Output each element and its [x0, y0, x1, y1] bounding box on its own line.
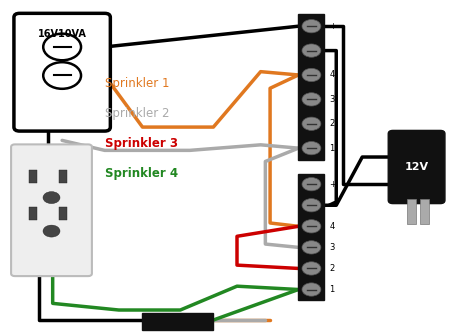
Text: Sprinkler 2: Sprinkler 2: [105, 107, 169, 120]
Text: +: +: [329, 22, 336, 31]
Circle shape: [302, 241, 321, 254]
Bar: [299, 174, 324, 300]
Text: +: +: [329, 180, 336, 189]
Bar: [299, 14, 324, 160]
Bar: [29, 207, 37, 220]
FancyBboxPatch shape: [388, 130, 445, 204]
Bar: [143, 313, 213, 330]
Text: 3: 3: [329, 243, 335, 252]
Bar: [59, 207, 67, 220]
Circle shape: [302, 283, 321, 296]
Circle shape: [302, 44, 321, 57]
Circle shape: [302, 199, 321, 212]
Circle shape: [302, 117, 321, 130]
Circle shape: [302, 178, 321, 191]
Text: Sprinkler 1: Sprinkler 1: [105, 77, 169, 91]
Bar: [29, 170, 37, 183]
FancyBboxPatch shape: [11, 144, 92, 276]
Circle shape: [43, 192, 60, 204]
Text: 2: 2: [329, 119, 335, 128]
Circle shape: [43, 225, 60, 237]
Bar: [420, 199, 429, 223]
Text: 16V10VA: 16V10VA: [38, 29, 87, 39]
Circle shape: [302, 20, 321, 33]
Text: 3: 3: [329, 95, 335, 104]
Text: 2: 2: [329, 264, 335, 273]
Circle shape: [43, 34, 81, 60]
Bar: [59, 170, 67, 183]
Text: 4: 4: [329, 222, 335, 231]
Bar: [407, 199, 416, 223]
Text: 1: 1: [329, 144, 335, 153]
Circle shape: [302, 93, 321, 106]
Text: -: -: [329, 46, 332, 55]
Text: Sprinkler 4: Sprinkler 4: [105, 167, 178, 180]
Text: 1: 1: [329, 285, 335, 294]
Circle shape: [302, 142, 321, 155]
Circle shape: [302, 262, 321, 275]
Circle shape: [302, 68, 321, 81]
Text: 12V: 12V: [404, 162, 428, 172]
Text: -: -: [329, 201, 332, 210]
Circle shape: [302, 220, 321, 233]
Text: 4: 4: [329, 70, 335, 79]
Circle shape: [43, 62, 81, 89]
Text: Sprinkler 3: Sprinkler 3: [105, 137, 178, 150]
FancyBboxPatch shape: [14, 13, 110, 131]
